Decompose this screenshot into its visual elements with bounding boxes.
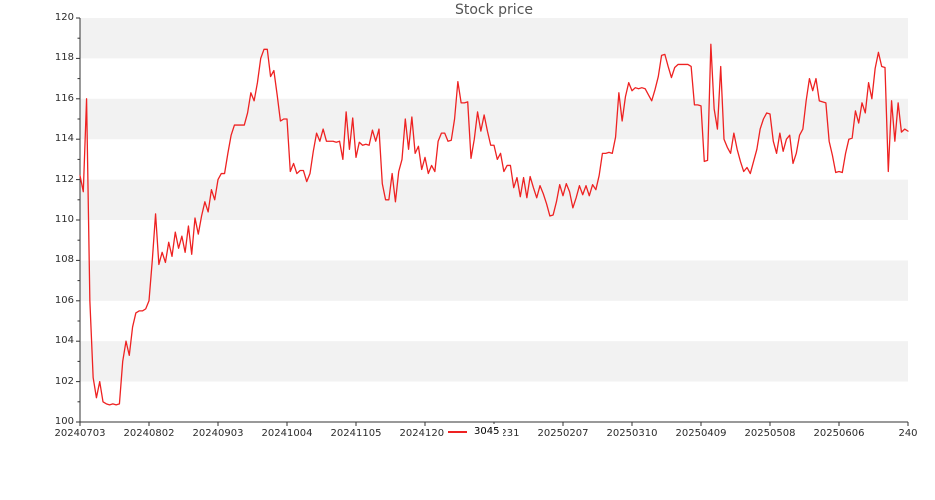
grid-band [80, 179, 908, 220]
legend-series-label: 3045 [474, 426, 500, 437]
x-tick-label: 20250508 [744, 428, 796, 439]
x-tick-label: 20250207 [537, 428, 589, 439]
legend-line-sample [448, 431, 467, 433]
price-line-series [79, 43, 909, 406]
x-tick-label: 20250310 [606, 428, 658, 439]
grid-band [80, 260, 908, 301]
legend: 3045 [444, 424, 504, 440]
y-tick-label: 110 [54, 214, 74, 225]
grid-band [80, 341, 908, 382]
chart-title: Stock price [454, 2, 534, 18]
y-tick-label: 108 [54, 254, 74, 266]
y-tick-label: 114 [54, 133, 74, 145]
x-tick-label: 20240903 [192, 428, 244, 439]
x-tick-label: 20241105 [330, 428, 382, 439]
x-tick-label: 20240802 [123, 428, 175, 439]
x-tick-label: 240 [898, 428, 918, 439]
x-tick-label: 20250606 [813, 428, 865, 439]
y-tick-label: 100 [54, 416, 74, 427]
grid-band [80, 18, 908, 59]
y-tick-label: 118 [54, 52, 74, 64]
y-tick-label: 112 [54, 173, 74, 185]
x-tick-label: 20241004 [261, 428, 313, 439]
grid-band [80, 98, 908, 140]
y-tick-label: 104 [54, 335, 74, 347]
y-tick-label: 120 [54, 12, 74, 23]
x-tick-label: 20240703 [54, 428, 106, 439]
y-tick-label: 106 [54, 294, 74, 306]
x-tick-label: 20241203 [399, 428, 451, 439]
x-tick-label: 20250409 [675, 428, 727, 439]
y-tick-label: 102 [54, 375, 74, 387]
y-tick-label: 116 [54, 92, 74, 104]
